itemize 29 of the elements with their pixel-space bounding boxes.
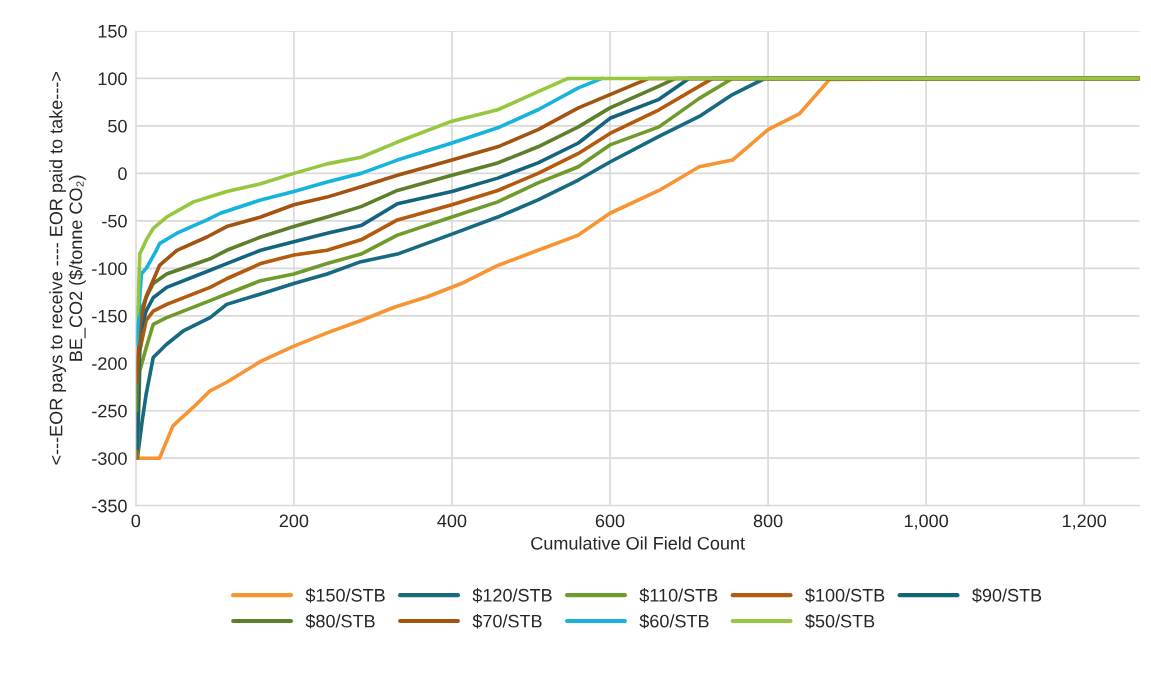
x-tick-label: 0 [131, 514, 141, 528]
x-tick-label: 400 [437, 514, 467, 528]
y-axis-title: <---EOR pays to receive ---- EOR paid to take---> BE_CO2 ($/tonne CO₂) [49, 72, 86, 465]
legend-label: $120/STB [472, 588, 552, 603]
legend-label: $150/STB [305, 588, 385, 603]
legend-label: $60/STB [639, 613, 709, 629]
x-axis-title: Cumulative Oil Field Count [531, 536, 745, 550]
x-tick-label: 200 [279, 514, 309, 528]
legend-label: $50/STB [805, 613, 875, 629]
y-tick-label: 50 [108, 119, 127, 133]
y-tick-label: 150 [98, 24, 127, 38]
y-tick-label: -100 [92, 262, 127, 276]
y-tick-label: -300 [92, 452, 127, 465]
y-tick-label: -200 [92, 357, 127, 370]
x-tick-label: 800 [753, 514, 783, 528]
y-tick-label: 0 [118, 167, 127, 181]
x-tick-label: 1,000 [904, 514, 948, 530]
y-tick-label: -150 [92, 309, 127, 323]
x-tick-label: 600 [595, 514, 625, 528]
legend-label: $90/STB [972, 588, 1042, 603]
y-tick-label: -50 [102, 214, 127, 228]
legend-label: $100/STB [805, 588, 885, 603]
x-tick-label: 1,200 [1062, 514, 1107, 530]
y-tick-label: 100 [98, 72, 127, 86]
y-tick-label: -350 [92, 499, 127, 513]
legend-label: $70/STB [472, 613, 542, 629]
legend-label: $80/STB [305, 613, 375, 629]
legend-label: $110/STB [639, 588, 718, 603]
y-tick-label: -250 [92, 404, 127, 418]
